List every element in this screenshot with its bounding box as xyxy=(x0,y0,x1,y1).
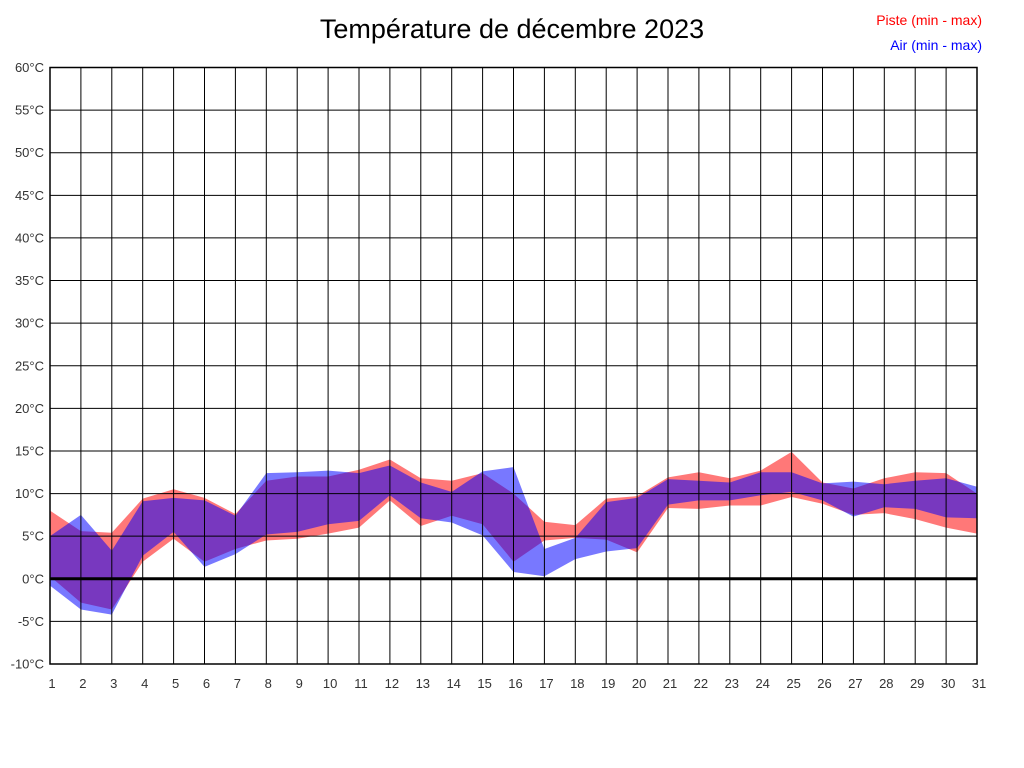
x-tick-label: 20 xyxy=(632,676,646,691)
grid xyxy=(49,67,978,665)
x-tick-label: 14 xyxy=(446,676,460,691)
x-tick-label: 31 xyxy=(972,676,986,691)
x-tick-label: 17 xyxy=(539,676,553,691)
x-tick-label: 18 xyxy=(570,676,584,691)
x-tick-label: 1 xyxy=(48,676,55,691)
y-tick-label: 45°C xyxy=(15,188,44,203)
x-tick-label: 13 xyxy=(416,676,430,691)
x-tick-label: 7 xyxy=(234,676,241,691)
x-tick-label: 22 xyxy=(694,676,708,691)
x-tick-label: 27 xyxy=(848,676,862,691)
x-tick-label: 8 xyxy=(265,676,272,691)
x-tick-label: 2 xyxy=(79,676,86,691)
chart-title: Température de décembre 2023 xyxy=(319,14,705,44)
y-tick-label: 15°C xyxy=(15,443,44,458)
x-tick-label: 5 xyxy=(172,676,179,691)
y-tick-label: 10°C xyxy=(15,486,44,501)
x-tick-label: 9 xyxy=(296,676,303,691)
x-tick-label: 12 xyxy=(385,676,399,691)
plot-border xyxy=(49,66,978,665)
x-tick-label: 21 xyxy=(663,676,677,691)
x-tick-label: 16 xyxy=(508,676,522,691)
y-tick-label: 20°C xyxy=(15,401,44,416)
y-tick-label: 60°C xyxy=(15,60,44,75)
y-tick-label: 55°C xyxy=(15,103,44,118)
x-tick-label: 15 xyxy=(477,676,491,691)
y-tick-label: 35°C xyxy=(15,273,44,288)
x-tick-label: 10 xyxy=(323,676,337,691)
y-tick-label: 0°C xyxy=(22,571,44,586)
x-tick-label: 29 xyxy=(910,676,924,691)
legend-air-label: Air (min - max) xyxy=(890,37,982,53)
y-tick-label: -10°C xyxy=(11,657,44,672)
x-tick-label: 3 xyxy=(110,676,117,691)
y-tick-label: -5°C xyxy=(18,614,44,629)
x-tick-label: 30 xyxy=(941,676,955,691)
x-tick-label: 28 xyxy=(879,676,893,691)
axis-ticks: -10°C -5°C 0°C 5°C 10°C 15°C 20°C 25°C 30°C 35°C 4… xyxy=(11,60,987,691)
x-tick-label: 26 xyxy=(817,676,831,691)
x-tick-label: 4 xyxy=(141,676,148,691)
y-tick-label: 50°C xyxy=(15,145,44,160)
y-tick-label: 5°C xyxy=(22,529,44,544)
x-tick-label: 6 xyxy=(203,676,210,691)
legend-piste-label: Piste (min - max) xyxy=(876,12,982,28)
x-tick-label: 25 xyxy=(786,676,800,691)
y-tick-label: 30°C xyxy=(15,316,44,331)
x-tick-label: 24 xyxy=(755,676,769,691)
y-tick-label: 40°C xyxy=(15,230,44,245)
x-tick-label: 19 xyxy=(601,676,615,691)
x-tick-label: 11 xyxy=(354,676,368,691)
x-tick-label: 23 xyxy=(725,676,739,691)
y-tick-label: 25°C xyxy=(15,358,44,373)
legend: Piste (min - max) Air (min - max) xyxy=(876,8,982,58)
